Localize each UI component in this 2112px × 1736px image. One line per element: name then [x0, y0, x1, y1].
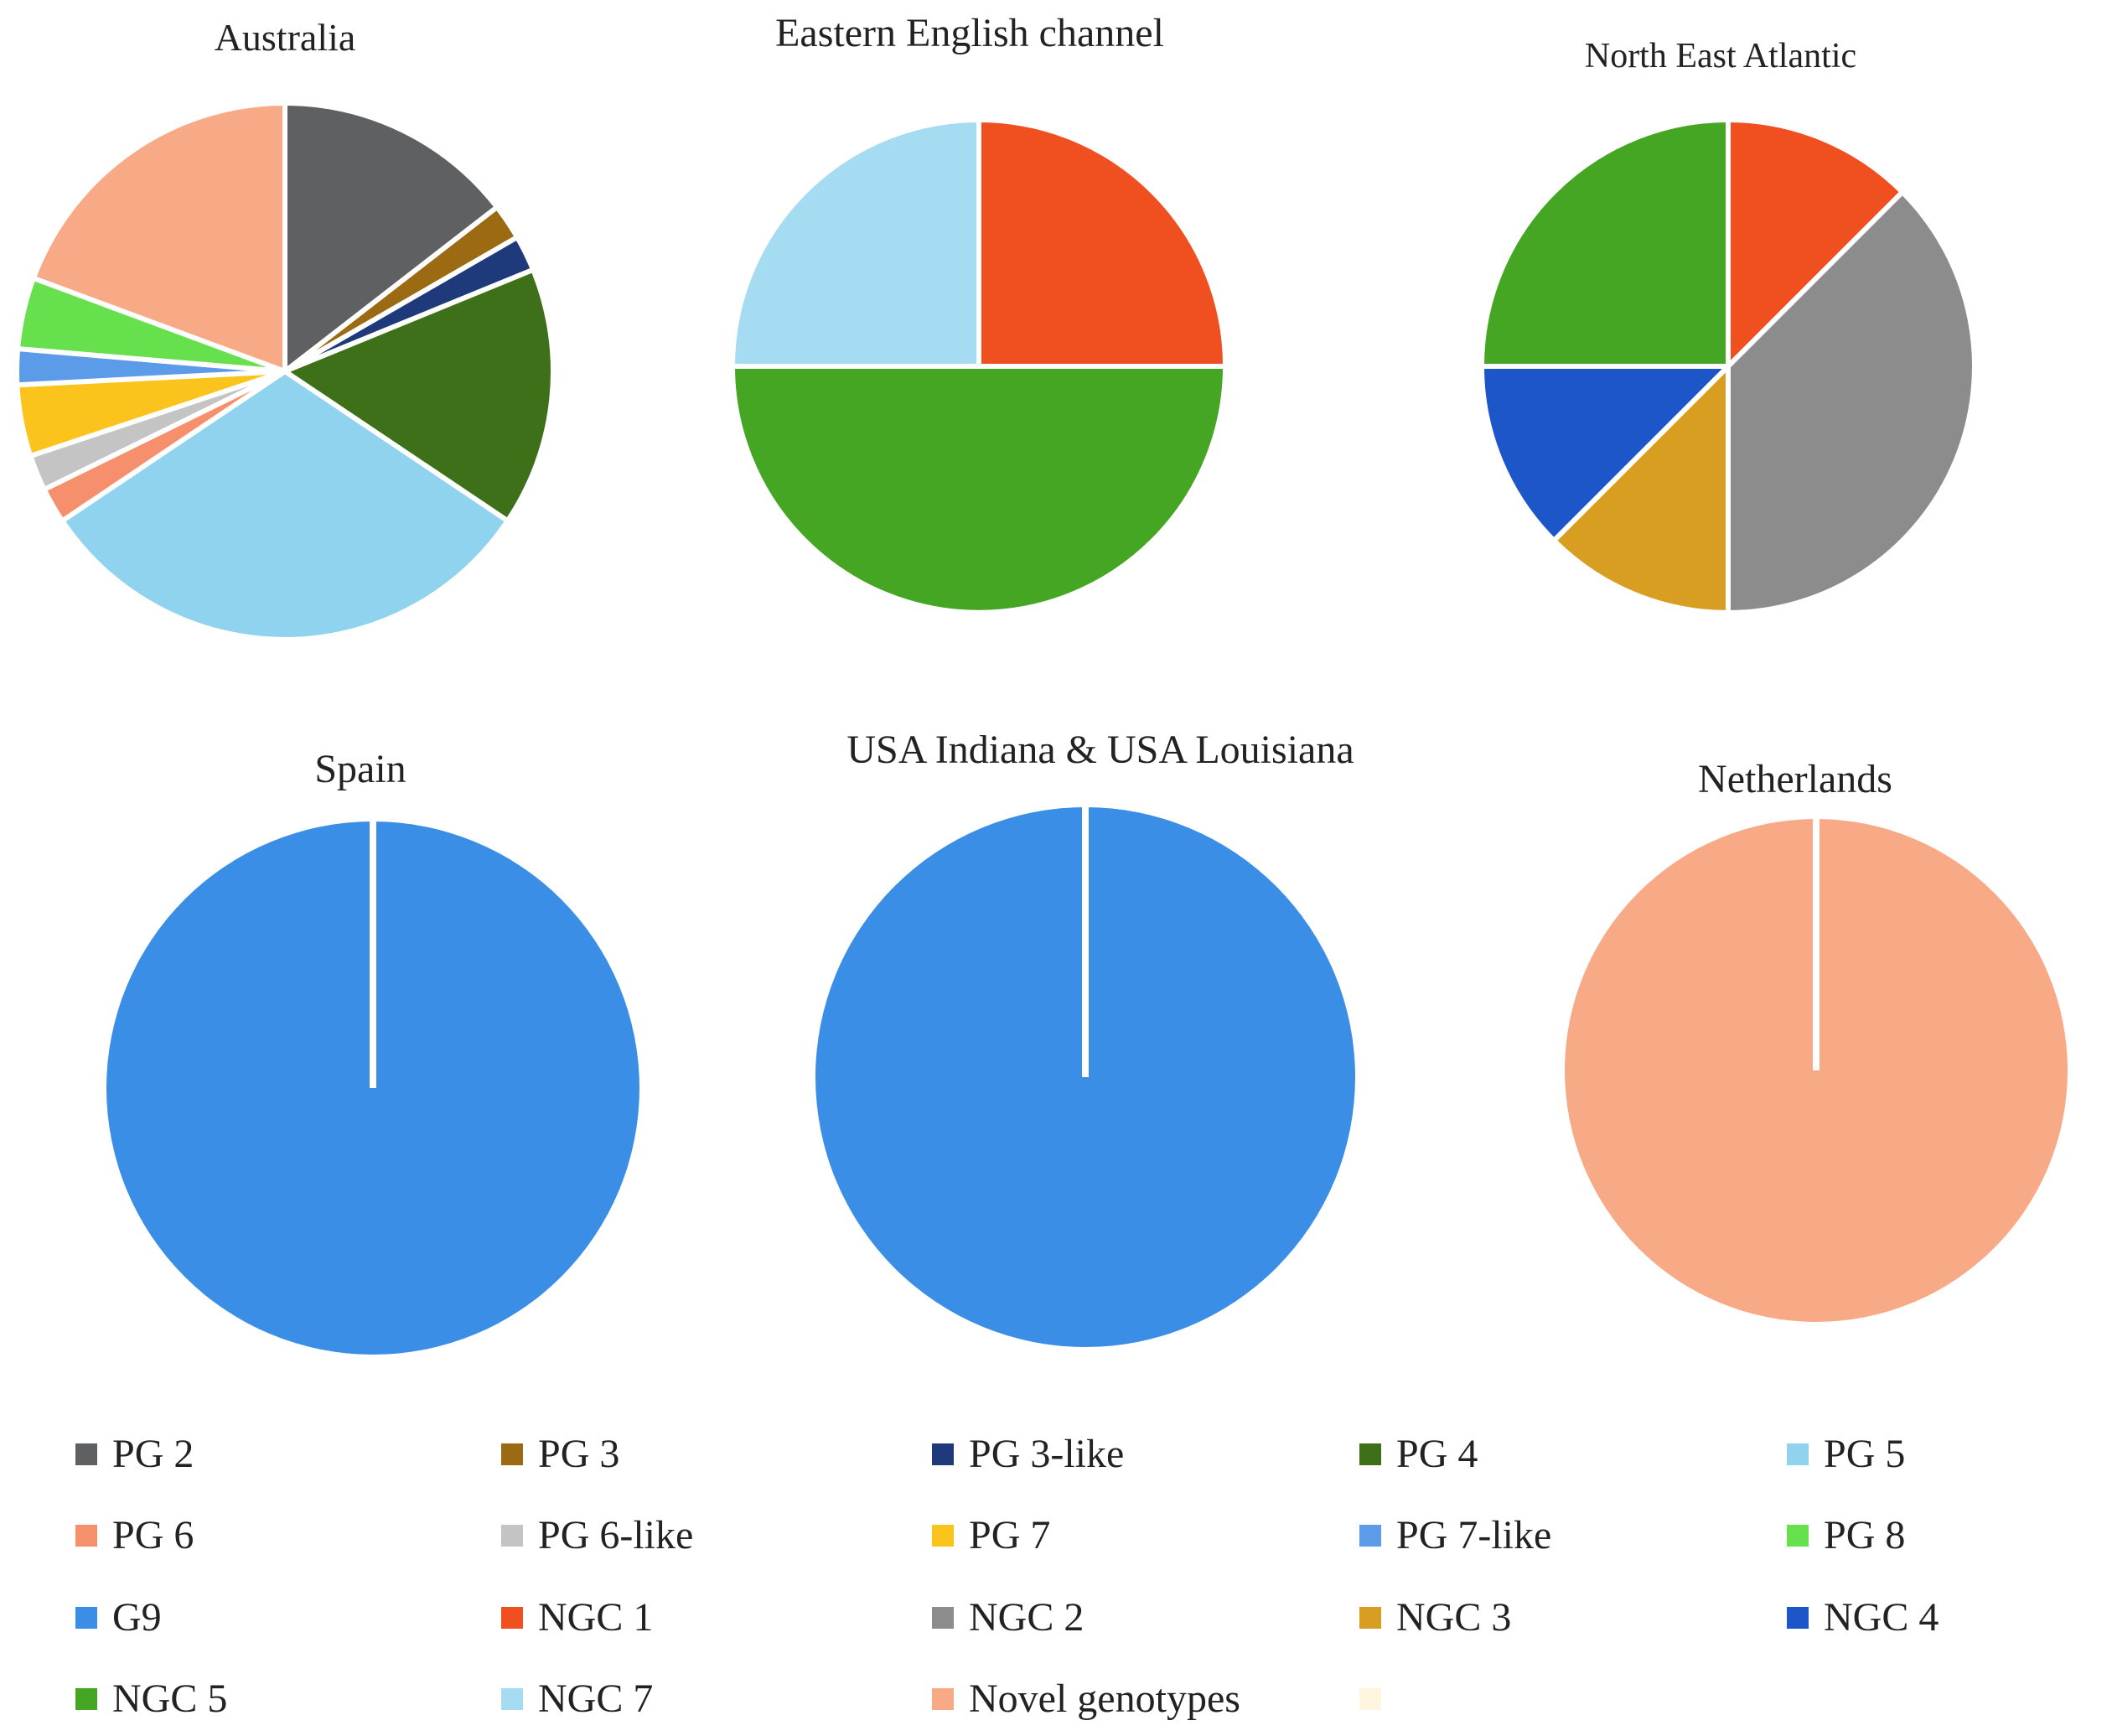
pie-australia	[14, 101, 556, 642]
legend-swatch-pg-4	[1359, 1443, 1381, 1465]
legend-label-pg-3: PG 3	[538, 1432, 619, 1476]
legend-swatch-ngc-4	[1787, 1607, 1809, 1629]
pie-slice-ngc-5	[730, 364, 1228, 615]
legend-label-pg-6: PG 6	[112, 1513, 194, 1557]
pie-slice-ngc-2	[1726, 189, 1977, 615]
legend-label-ngc-1: NGC 1	[538, 1595, 653, 1640]
chart-title-spain: Spain	[314, 747, 406, 791]
legend-label-pg-8: PG 8	[1824, 1513, 1905, 1557]
legend-swatch-pg-6	[75, 1525, 97, 1547]
legend: PG 2 PG 3 PG 3-like PG 4 PG 5 PG 6 PG 6-like PG…	[75, 1432, 1939, 1721]
pie-usa	[815, 806, 1355, 1347]
legend-label-ngc-2: NGC 2	[969, 1595, 1084, 1640]
pie-slice-ngc-5	[1479, 117, 1731, 369]
pie-slice-ngc-1	[976, 117, 1228, 369]
legend-swatch-novel-genotypes	[932, 1688, 954, 1710]
legend-swatch-g9	[75, 1607, 97, 1629]
legend-swatch-ngc-1	[501, 1607, 523, 1629]
chart-title-usa: USA Indiana & USA Louisiana	[846, 728, 1354, 772]
legend-swatch-pg-7-like	[1359, 1525, 1381, 1547]
legend-swatch-ngc-5	[75, 1688, 97, 1710]
pie-slice-ngc-3	[1551, 364, 1731, 615]
legend-swatch-ngc-3	[1359, 1607, 1381, 1629]
legend-swatch-pg-6-like	[501, 1525, 523, 1547]
pie-slice-pg-4	[282, 267, 556, 524]
chart-title-north-east-atlantic: North East Atlantic	[1585, 37, 1856, 75]
legend-swatch-pg-7	[932, 1525, 954, 1547]
legend-label-pg-4: PG 4	[1396, 1432, 1478, 1476]
pie-spain	[106, 820, 639, 1355]
legend-label-pg-7-like: PG 7-like	[1396, 1513, 1551, 1557]
legend-label-g9: G9	[112, 1595, 162, 1640]
pie-slice-ngc-4	[1479, 364, 1731, 543]
legend-label-pg-7: PG 7	[969, 1513, 1050, 1557]
legend-label-pg-5: PG 5	[1824, 1432, 1905, 1476]
chart-title-eastern-english-channel: Eastern English channel	[775, 11, 1164, 55]
legend-swatch-ngc-2	[932, 1607, 954, 1629]
chart-title-netherlands: Netherlands	[1698, 757, 1892, 801]
legend-swatch-pg-8	[1787, 1525, 1809, 1547]
legend-swatch-blank	[1359, 1688, 1381, 1710]
pie-slice-pg-5	[60, 369, 510, 642]
legend-swatch-pg-3-like	[932, 1443, 954, 1465]
legend-swatch-pg-5	[1787, 1443, 1809, 1465]
chart-title-australia: Australia	[215, 16, 356, 59]
pie-slice-pg-2	[282, 101, 500, 374]
legend-swatch-ngc-7	[501, 1688, 523, 1710]
pie-netherlands	[1565, 817, 2068, 1322]
pie-slice-novel-genotypes	[30, 101, 287, 374]
legend-label-pg-3-like: PG 3-like	[969, 1432, 1124, 1476]
legend-label-pg-6-like: PG 6-like	[538, 1513, 693, 1557]
legend-label-ngc-7: NGC 7	[538, 1676, 653, 1721]
legend-label-pg-2: PG 2	[112, 1432, 194, 1476]
legend-label-ngc-3: NGC 3	[1396, 1595, 1511, 1640]
legend-swatch-pg-3	[501, 1443, 523, 1465]
legend-label-ngc-5: NGC 5	[112, 1676, 227, 1721]
pie-north-east-atlantic	[1479, 117, 1977, 615]
legend-label-ngc-4: NGC 4	[1824, 1595, 1939, 1640]
pie-slice-ngc-7	[730, 117, 981, 369]
pie-eastern-english-channel	[730, 117, 1228, 615]
legend-label-novel-genotypes: Novel genotypes	[969, 1676, 1240, 1721]
legend-swatch-pg-2	[75, 1443, 97, 1465]
pie-slice-ngc-1	[1726, 117, 1905, 369]
